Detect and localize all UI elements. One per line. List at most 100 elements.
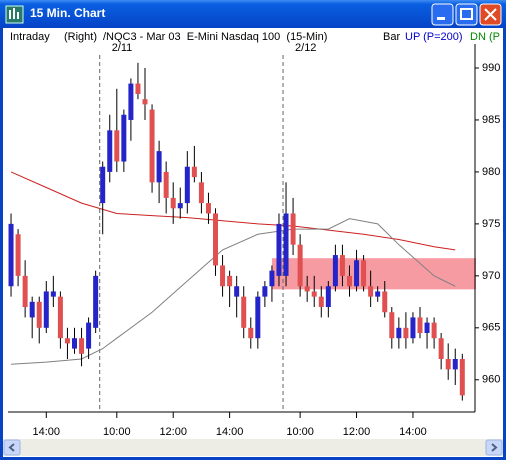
close-button[interactable] <box>479 3 502 26</box>
x-tick-label: 14:00 <box>33 426 61 438</box>
y-tick-label: 970 <box>482 270 500 282</box>
candle-body <box>304 286 310 292</box>
candle-body <box>410 317 416 339</box>
candle-body <box>283 213 289 276</box>
candle-body <box>318 296 324 308</box>
candle-body <box>170 197 176 209</box>
candle-body <box>403 327 409 339</box>
candle-body <box>29 301 35 318</box>
candle-body <box>262 286 268 297</box>
candle-body <box>8 223 14 287</box>
candle-body <box>93 275 99 328</box>
x-tick-label: 14:00 <box>216 426 244 438</box>
candle-body <box>346 275 352 287</box>
candle-body <box>71 338 77 349</box>
candle-body <box>368 286 374 297</box>
x-tick-label: 12:00 <box>159 426 187 438</box>
candle-body <box>121 114 127 162</box>
candle-body <box>290 213 296 245</box>
y-tick-label: 975 <box>482 218 500 230</box>
candle-body <box>361 260 367 287</box>
header-style: Bar <box>383 31 400 43</box>
candle-body <box>234 286 240 297</box>
y-tick-label: 965 <box>482 322 500 334</box>
candle-body <box>213 213 219 266</box>
header-up: UP (P=200) <box>405 31 463 43</box>
x-tick-label: 14:00 <box>399 426 427 438</box>
candle-body <box>135 83 141 94</box>
candle-body <box>375 291 381 297</box>
scrollbar[interactable] <box>3 439 503 456</box>
minimize-button[interactable] <box>431 3 454 26</box>
candle-body <box>79 338 85 354</box>
candle-body <box>269 270 275 287</box>
candle-body <box>227 275 233 287</box>
candle-body <box>163 171 169 198</box>
y-tick-label: 960 <box>482 374 500 386</box>
candle-body <box>220 265 226 287</box>
candle-body <box>248 327 254 339</box>
header-dn: DN (P <box>470 31 500 43</box>
title-bar <box>0 0 506 28</box>
candle-body <box>184 166 190 204</box>
candle-body <box>431 322 437 339</box>
candle-body <box>276 223 282 276</box>
candle-body <box>142 99 148 105</box>
candle-body <box>198 182 204 204</box>
maximize-button[interactable] <box>455 3 478 26</box>
candle-body <box>424 322 430 334</box>
candle-body <box>107 130 113 172</box>
candle-body <box>241 296 247 328</box>
candle-body <box>149 109 155 183</box>
candle-body <box>128 83 134 120</box>
candle-body <box>255 296 261 339</box>
candle-body <box>297 244 303 287</box>
candle-body <box>22 275 28 308</box>
candle-body <box>177 203 183 209</box>
session-label: 2/12 <box>295 42 316 54</box>
header-axis-side: (Right) <box>64 31 97 43</box>
candle-body <box>396 327 402 339</box>
client-area <box>3 28 503 457</box>
y-tick-label: 985 <box>482 114 500 126</box>
app-icon-glyph <box>9 8 19 19</box>
candle-body <box>417 317 423 334</box>
indicator-line <box>11 218 456 365</box>
plot: 2/11 2/12 960 965 970 975 980 985 990 14:00 10:00 1… <box>8 42 500 438</box>
y-tick-label: 990 <box>482 62 500 74</box>
x-tick-label: 12:00 <box>343 426 371 438</box>
session-label: 2/11 <box>112 42 133 54</box>
candle-body <box>57 296 63 339</box>
candle-body <box>459 358 465 396</box>
x-tick-label: 10:00 <box>286 426 314 438</box>
candle-body <box>332 255 338 287</box>
header-mode: Intraday <box>10 31 50 43</box>
candle-body <box>325 286 331 308</box>
candle-body <box>191 166 197 178</box>
candle-body <box>339 255 345 276</box>
candle-body <box>100 166 106 204</box>
x-tick-label: 10:00 <box>103 426 131 438</box>
candle-body <box>114 130 120 162</box>
price-zone <box>271 258 476 290</box>
candle-body <box>15 234 21 276</box>
candle-body <box>156 151 162 183</box>
candle-body <box>354 260 360 287</box>
header-symbol: /NQC3 - Mar 03 E-Mini Nasdaq 100 (15-Min… <box>103 31 327 43</box>
candle-body <box>452 358 458 370</box>
candle-body <box>86 322 92 349</box>
candle-body <box>382 291 388 313</box>
candle-body <box>205 203 211 214</box>
candle-body <box>50 291 56 297</box>
y-tick-label: 980 <box>482 166 500 178</box>
candle-body <box>438 338 444 359</box>
candle-body <box>64 338 70 344</box>
candle-body <box>36 301 42 328</box>
candle-body <box>43 291 49 328</box>
window-title: 15 Min. Chart <box>30 6 105 20</box>
candle-body <box>389 312 395 339</box>
candle-body <box>311 291 317 297</box>
candle-body <box>445 358 451 370</box>
